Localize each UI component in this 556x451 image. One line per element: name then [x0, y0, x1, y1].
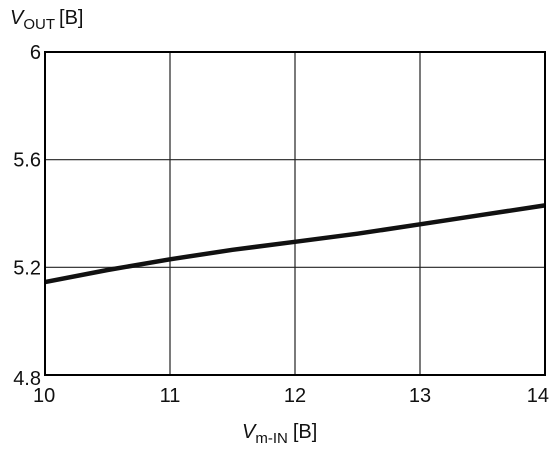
tick-labels: 10 11 12 13 14 4.8 5.2 5.6 6	[13, 42, 549, 407]
y-axis-label-unit: [B]	[59, 7, 83, 29]
y-tick-label: 5.2	[13, 257, 41, 279]
x-axis-label: Vm-IN [B]	[242, 421, 317, 447]
x-tick-label: 12	[284, 385, 306, 407]
x-tick-label: 14	[527, 385, 549, 407]
y-tick-label: 6	[30, 42, 41, 64]
plot-frame	[44, 51, 546, 376]
x-tick-label: 11	[160, 385, 181, 407]
x-tick-label: 10	[33, 385, 55, 407]
x-tick-label: 13	[409, 385, 431, 407]
y-axis-label-symbol: V	[10, 7, 25, 29]
y-tick-label: 4.8	[13, 368, 41, 390]
x-axis-label-subscript: m-IN	[255, 430, 288, 447]
series-line	[44, 203, 546, 285]
x-axis-label-symbol: V	[242, 421, 257, 443]
y-axis-label: VOUT [B]	[10, 7, 83, 33]
series-layer	[44, 203, 546, 285]
x-axis-label-unit: [B]	[293, 421, 317, 443]
y-axis-label-subscript: OUT	[23, 16, 55, 33]
y-tick-label: 5.6	[13, 150, 41, 172]
